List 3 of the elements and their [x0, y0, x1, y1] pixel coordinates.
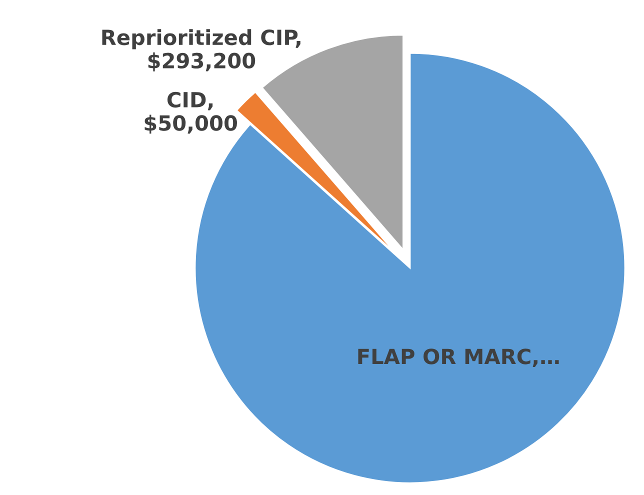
slice-label: Reprioritized CIP, $293,200 [102, 29, 300, 72]
slice-label: FLAP OR MARC,… [358, 348, 559, 368]
slice-label: CID, $50,000 [144, 92, 238, 134]
